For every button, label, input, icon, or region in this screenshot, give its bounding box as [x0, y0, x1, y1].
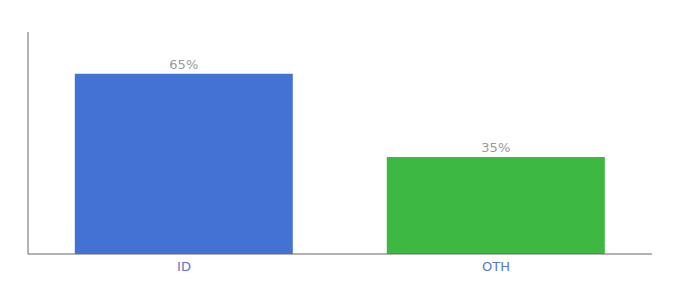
svg-text:35%: 35% — [481, 140, 510, 155]
svg-text:ID: ID — [177, 259, 191, 274]
svg-text:OTH: OTH — [482, 259, 510, 274]
svg-text:65%: 65% — [169, 57, 198, 72]
